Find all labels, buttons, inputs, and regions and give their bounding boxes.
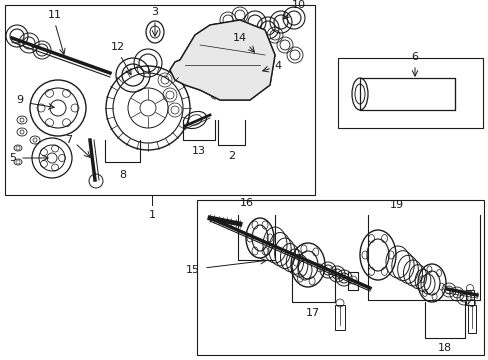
Bar	[465, 290, 473, 305]
Text: 17: 17	[305, 308, 320, 318]
Text: 11: 11	[48, 10, 62, 20]
Bar	[359, 78, 454, 110]
Text: 14: 14	[232, 33, 246, 43]
Bar	[5, 5, 314, 195]
Text: 7: 7	[65, 135, 72, 145]
Polygon shape	[170, 20, 274, 100]
Text: 2: 2	[227, 151, 235, 161]
Text: 10: 10	[291, 0, 305, 10]
Text: 5: 5	[9, 153, 16, 163]
Bar	[347, 272, 357, 290]
Text: 16: 16	[240, 198, 253, 208]
Bar	[197, 200, 483, 355]
Text: 1: 1	[148, 210, 155, 220]
Bar	[337, 58, 482, 128]
Text: 6: 6	[411, 52, 418, 62]
Text: 9: 9	[16, 95, 23, 105]
Bar	[334, 305, 345, 330]
Text: 4: 4	[273, 61, 281, 71]
Text: 3: 3	[151, 7, 158, 17]
Text: 15: 15	[185, 265, 200, 275]
Text: 8: 8	[119, 170, 126, 180]
Text: 12: 12	[111, 42, 125, 52]
Text: 13: 13	[192, 146, 205, 156]
Bar	[467, 305, 475, 333]
Text: 18: 18	[437, 343, 451, 353]
Text: 19: 19	[389, 200, 403, 210]
